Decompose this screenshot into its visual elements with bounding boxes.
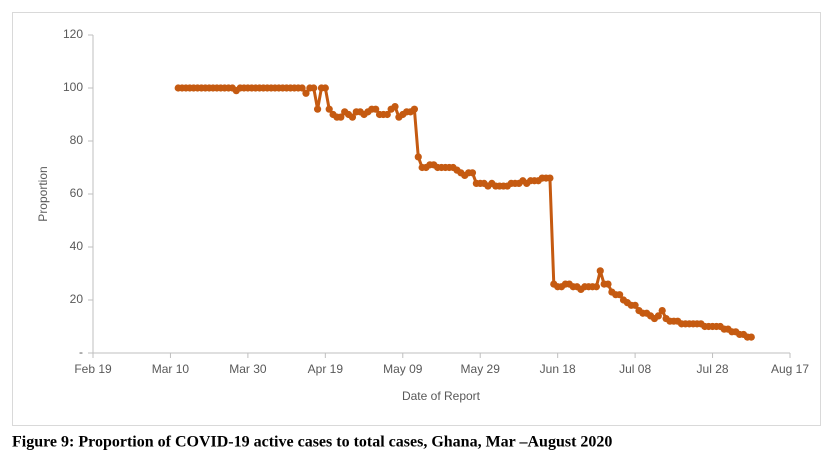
x-tick-label: Feb 19 <box>74 362 112 376</box>
data-point <box>468 169 477 177</box>
data-point <box>410 105 418 113</box>
x-tick-label: May 29 <box>461 362 501 376</box>
data-point <box>298 84 306 92</box>
y-tick-label: 20 <box>70 292 84 306</box>
chart-frame <box>12 12 821 426</box>
x-tick-label: Apr 19 <box>308 362 344 376</box>
caption: Figure 9: Proportion of COVID-19 active … <box>12 434 612 451</box>
data-point <box>302 89 310 97</box>
data-point <box>383 110 391 119</box>
data-point <box>596 267 604 275</box>
data-point <box>372 105 380 113</box>
x-axis-title: Date of Report <box>402 389 481 403</box>
data-point <box>325 105 333 113</box>
data-point <box>631 301 639 309</box>
data-point <box>592 283 600 291</box>
data-point <box>747 333 755 341</box>
x-tick-label: May 09 <box>383 362 423 376</box>
data-point <box>348 113 357 121</box>
y-tick-label: 40 <box>70 239 84 253</box>
y-tick-label: 100 <box>63 80 83 94</box>
x-tick-label: Aug 17 <box>771 362 809 376</box>
y-axis-title: Proportion <box>36 166 50 221</box>
x-tick-label: Mar 30 <box>229 362 267 376</box>
data-point <box>654 312 662 320</box>
data-point <box>658 307 666 315</box>
y-tick-label: - <box>79 345 83 359</box>
data-point <box>391 102 399 111</box>
x-tick-label: Jul 28 <box>697 362 729 376</box>
y-tick-label: 80 <box>70 133 84 147</box>
data-point <box>616 291 624 299</box>
data-point <box>337 113 345 121</box>
data-point <box>321 84 329 92</box>
data-point <box>310 84 318 92</box>
data-point <box>414 153 422 161</box>
x-tick-label: Jul 08 <box>619 362 651 376</box>
x-tick-label: Jun 18 <box>540 362 576 376</box>
y-tick-label: 60 <box>70 186 84 200</box>
data-point <box>313 105 322 113</box>
x-tick-label: Mar 10 <box>152 362 190 376</box>
data-point <box>604 280 612 288</box>
data-point <box>546 174 554 182</box>
y-tick-label: 120 <box>63 27 83 41</box>
